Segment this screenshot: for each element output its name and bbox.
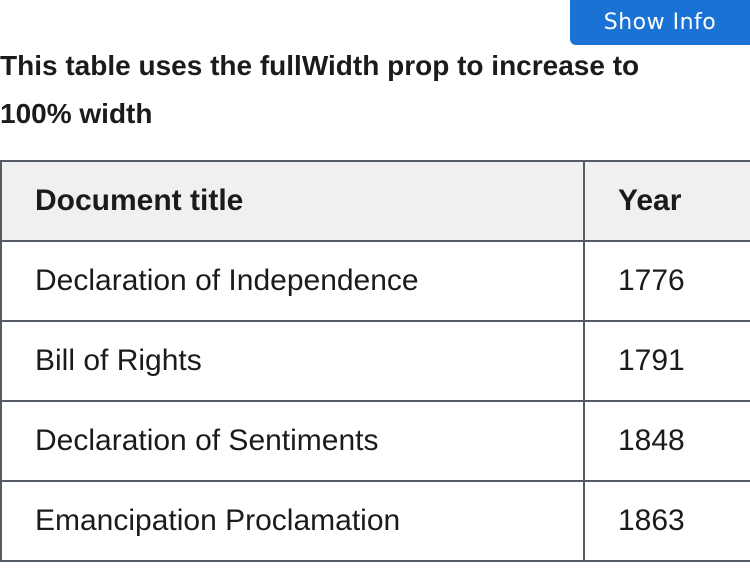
table-row: Declaration of Sentiments 1848 xyxy=(0,400,750,482)
table-row: Declaration of Independence 1776 xyxy=(0,240,750,322)
header-document-title: Document title xyxy=(0,160,585,242)
show-info-button[interactable]: Show Info xyxy=(570,0,750,45)
cell-year: 1848 xyxy=(583,400,750,482)
header-year: Year xyxy=(583,160,750,242)
table-row: Emancipation Proclamation 1863 xyxy=(0,480,750,562)
cell-year: 1791 xyxy=(583,320,750,402)
cell-year: 1776 xyxy=(583,240,750,322)
table-caption: This table uses the fullWidth prop to in… xyxy=(0,50,640,129)
cell-year: 1863 xyxy=(583,480,750,562)
cell-document-title: Declaration of Independence xyxy=(0,240,585,322)
documents-table: Document title Year Declaration of Indep… xyxy=(0,160,750,562)
cell-document-title: Emancipation Proclamation xyxy=(0,480,585,562)
table-row: Bill of Rights 1791 xyxy=(0,320,750,402)
cell-document-title: Declaration of Sentiments xyxy=(0,400,585,482)
table-header-row: Document title Year xyxy=(0,160,750,242)
cell-document-title: Bill of Rights xyxy=(0,320,585,402)
